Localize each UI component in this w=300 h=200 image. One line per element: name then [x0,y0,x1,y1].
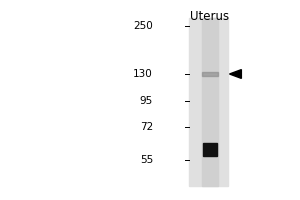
Text: Uterus: Uterus [190,10,230,23]
Bar [202,18,218,186]
Text: 95: 95 [140,96,153,106]
Text: 130: 130 [133,69,153,79]
Text: 55: 55 [140,155,153,165]
Text: 250: 250 [133,21,153,31]
Polygon shape [230,70,242,78]
Text: 72: 72 [140,122,153,132]
Bar [203,142,217,156]
Bar [202,72,218,76]
Bar [189,18,228,186]
